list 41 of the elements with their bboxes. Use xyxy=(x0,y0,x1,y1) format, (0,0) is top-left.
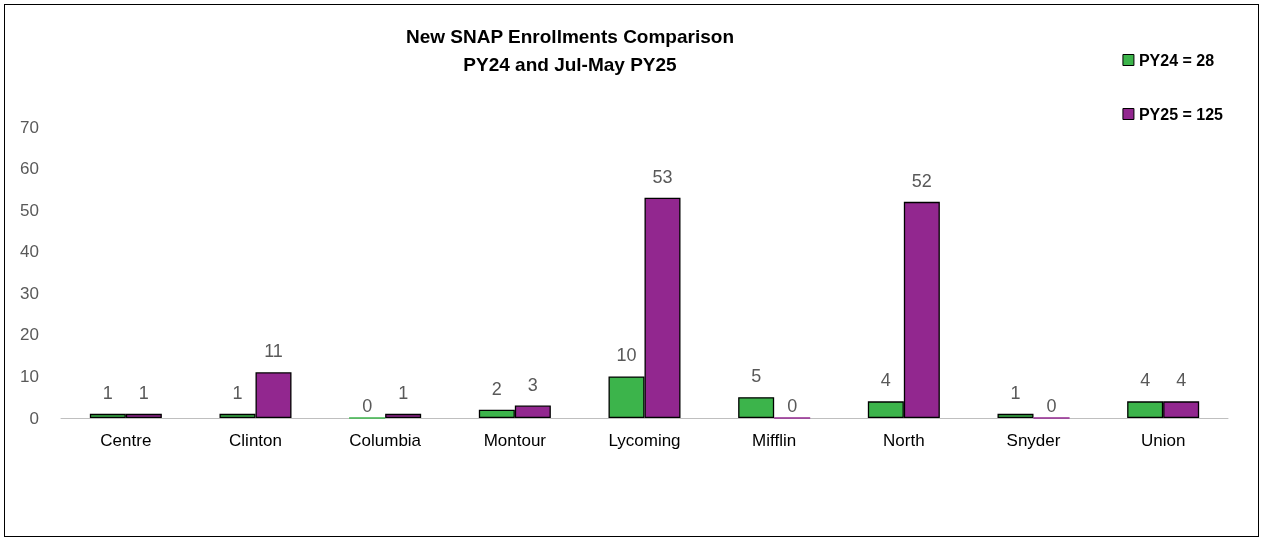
x-tick-label: North xyxy=(883,431,925,450)
data-label: 53 xyxy=(652,166,673,187)
x-tick-label: Montour xyxy=(483,431,547,450)
data-label: 4 xyxy=(1176,370,1187,391)
data-label: 4 xyxy=(880,370,891,391)
x-tick-label: Union xyxy=(1140,431,1186,450)
y-tick-label: 50 xyxy=(20,200,39,220)
data-label: 5 xyxy=(751,366,762,387)
data-label: 52 xyxy=(911,170,932,191)
y-tick-label: 10 xyxy=(20,366,39,386)
bar xyxy=(738,397,775,418)
y-tick-label: 60 xyxy=(20,159,39,179)
data-label: 3 xyxy=(527,374,538,395)
data-label: 1 xyxy=(1010,382,1021,403)
data-label: 1 xyxy=(138,382,149,403)
data-label: 0 xyxy=(1046,395,1057,416)
chart-title: New SNAP Enrollments Comparison PY24 and Jul-May PY25 xyxy=(406,25,734,75)
data-label: 0 xyxy=(787,395,798,416)
x-tick-label: Lycoming xyxy=(608,431,681,450)
x-tick-label: Columbia xyxy=(349,431,422,450)
data-label: 2 xyxy=(491,378,502,399)
x-tick-label: Snyder xyxy=(1006,431,1061,450)
data-label: 0 xyxy=(362,395,373,416)
x-tick-label: Mifflin xyxy=(752,431,797,450)
data-label: 11 xyxy=(264,341,283,362)
y-tick-label: 30 xyxy=(20,283,39,303)
data-label: 1 xyxy=(102,382,113,403)
y-tick-label: 0 xyxy=(29,408,39,428)
data-label: 1 xyxy=(232,382,243,403)
y-tick-label: 40 xyxy=(20,242,39,262)
data-label: 1 xyxy=(398,382,409,403)
data-label: 10 xyxy=(616,345,637,366)
legend-label: PY24 = 28 xyxy=(1138,51,1215,69)
x-tick-label: Clinton xyxy=(229,431,282,450)
bar xyxy=(385,413,422,418)
legend-label: PY25 = 125 xyxy=(1138,105,1224,123)
y-tick-label: 70 xyxy=(20,117,39,137)
bar xyxy=(997,413,1034,418)
data-label: 4 xyxy=(1140,370,1151,391)
y-tick-label: 20 xyxy=(20,325,39,345)
x-tick-label: Centre xyxy=(100,431,152,450)
